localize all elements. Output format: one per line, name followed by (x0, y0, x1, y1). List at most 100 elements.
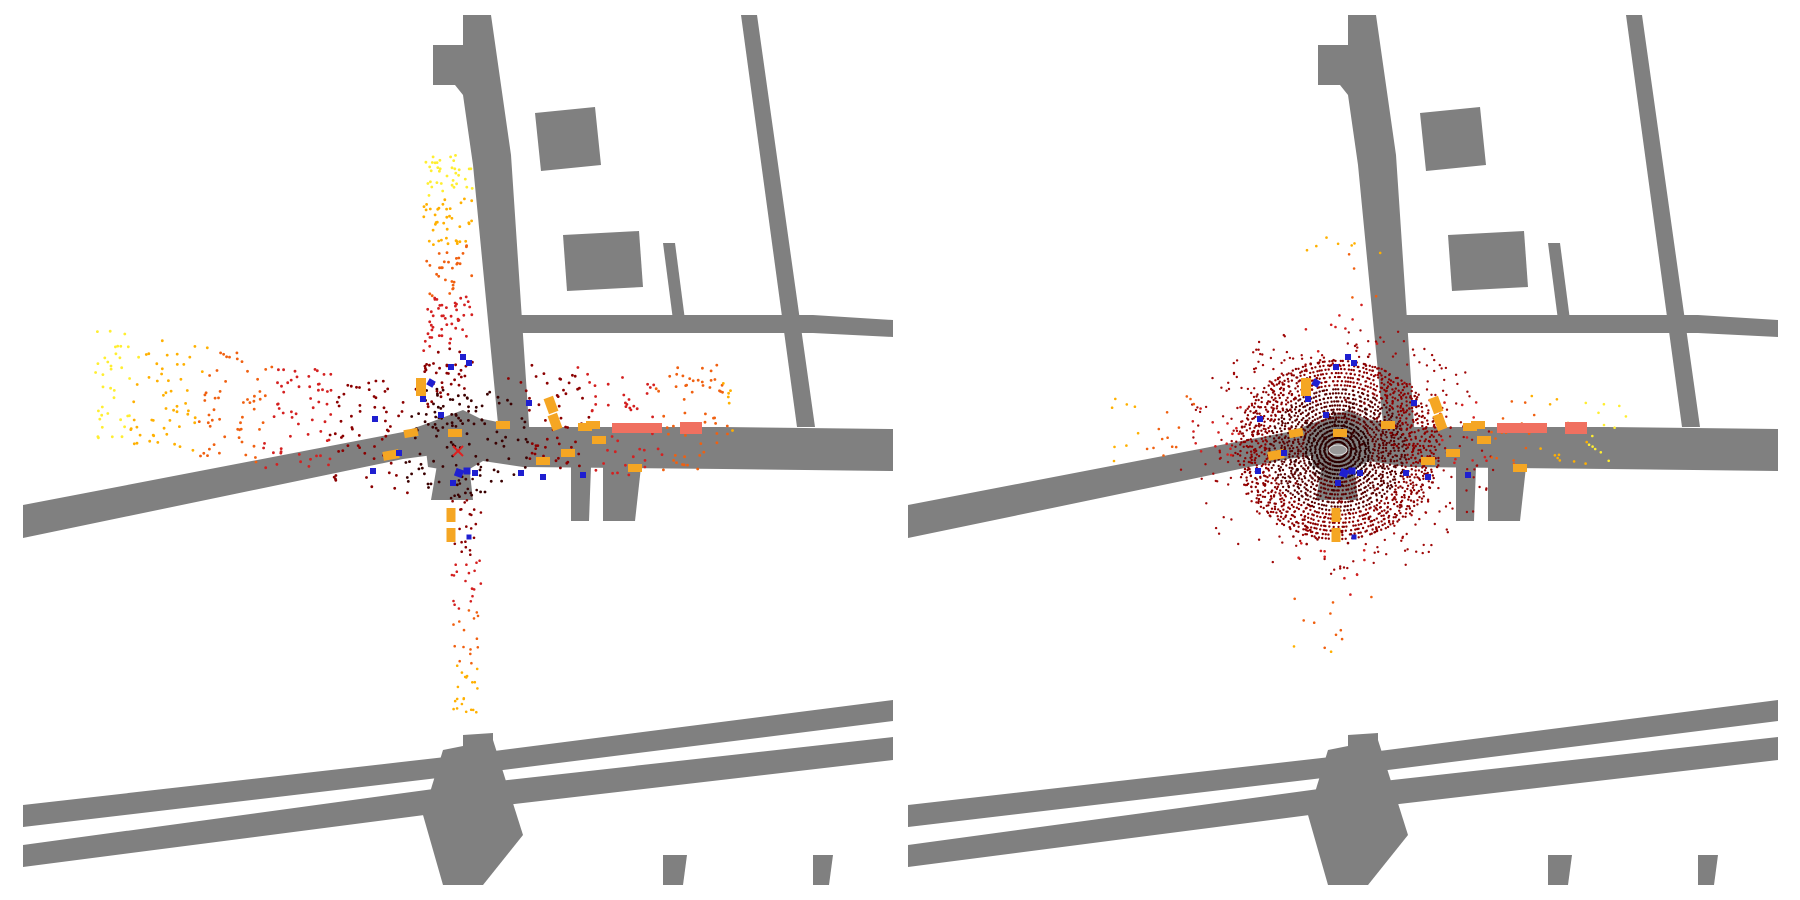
lidar-point (254, 460, 258, 464)
lidar-point (1397, 449, 1400, 452)
lidar-point (454, 171, 458, 175)
lidar-point (1433, 369, 1436, 373)
lidar-point (1396, 376, 1399, 380)
lidar-point (290, 410, 293, 414)
lidar-point (1295, 382, 1298, 385)
lidar-point (126, 345, 130, 349)
lidar-point (1392, 478, 1395, 481)
lidar-point (1318, 398, 1322, 402)
car-box (628, 464, 642, 472)
lidar-point (1293, 597, 1296, 601)
lidar-point (272, 415, 276, 418)
lidar-point (1309, 485, 1313, 489)
lidar-point (1290, 466, 1294, 470)
lidar-point (714, 422, 717, 425)
lidar-point (624, 463, 627, 467)
lidar-point (1344, 537, 1347, 540)
lidar-point (1387, 521, 1391, 524)
lidar-point (1422, 446, 1426, 450)
lidar-point (616, 439, 620, 443)
lidar-point (457, 372, 461, 376)
lidar-point (450, 421, 454, 425)
lidar-point (1340, 531, 1344, 534)
lidar-point (1385, 430, 1388, 434)
lidar-point (715, 441, 719, 445)
lidar-point (1366, 355, 1370, 359)
lidar-point (1266, 410, 1270, 413)
lidar-point (525, 456, 528, 460)
lidar-point (1314, 472, 1317, 475)
lidar-point (1268, 380, 1271, 383)
lidar-point (1274, 397, 1277, 400)
lidar-point (123, 425, 126, 429)
lidar-point (1357, 489, 1361, 492)
lidar-point (1618, 404, 1621, 408)
lidar-point (1279, 515, 1283, 518)
lidar-point (1253, 402, 1257, 405)
lidar-point (128, 377, 131, 380)
lidar-point (1277, 436, 1280, 440)
lidar-point (1321, 373, 1325, 376)
lidar-point (1351, 431, 1355, 434)
lidar-point (1357, 434, 1361, 437)
lidar-point (1313, 438, 1317, 442)
lidar-point (1423, 469, 1427, 472)
lidar-point (1250, 445, 1254, 448)
lidar-point (1312, 621, 1316, 624)
lidar-point (1254, 399, 1258, 402)
lidar-point (367, 381, 371, 385)
lidar-point (1366, 511, 1370, 515)
lidar-point (1321, 512, 1324, 515)
lidar-point (1395, 500, 1398, 504)
lidar-point (1385, 511, 1388, 515)
lidar-point (1350, 368, 1353, 372)
lidar-point (1393, 460, 1396, 463)
lidar-point (334, 477, 337, 481)
lidar-point (454, 304, 457, 308)
lidar-point (1362, 366, 1365, 370)
lidar-point (1347, 368, 1351, 371)
lidar-point (1408, 435, 1412, 438)
lidar-point (275, 463, 279, 466)
lidar-point (1392, 516, 1395, 519)
lidar-point (1309, 528, 1312, 532)
lidar-point (1322, 427, 1325, 431)
lidar-point (1252, 351, 1255, 354)
lidar-point (1328, 384, 1331, 387)
lidar-point (1361, 442, 1364, 446)
lidar-point (559, 466, 562, 470)
lidar-point (1282, 387, 1285, 391)
lidar-point (297, 422, 300, 426)
lidar-point (1377, 449, 1380, 452)
lidar-point (1375, 342, 1379, 345)
lidar-point (156, 441, 160, 444)
lidar-point (1374, 440, 1378, 443)
lidar-point (1412, 484, 1415, 487)
lidar-point (1300, 503, 1303, 507)
lidar-point (1311, 432, 1314, 435)
lidar-point (1319, 481, 1323, 485)
lidar-point (1257, 442, 1260, 445)
lidar-point (1310, 526, 1313, 529)
car-box (561, 449, 575, 457)
lidar-point (1399, 457, 1402, 461)
lidar-point (1251, 480, 1254, 484)
lidar-point (1275, 511, 1278, 514)
lidar-point (1291, 493, 1294, 496)
lidar-point (1408, 431, 1412, 435)
lidar-point (1394, 516, 1397, 519)
lidar-point (1133, 405, 1137, 409)
lidar-point (1413, 431, 1416, 434)
lidar-point (1361, 517, 1365, 521)
pedestrian-box (1345, 354, 1351, 360)
lidar-point (1377, 521, 1380, 524)
lidar-point (1261, 495, 1265, 498)
lidar-point (1410, 492, 1413, 496)
lidar-point (1347, 364, 1351, 367)
lidar-point (1261, 353, 1264, 356)
lidar-point (1308, 375, 1312, 379)
lidar-point (562, 388, 565, 392)
lidar-point (355, 385, 358, 389)
lidar-point (1418, 495, 1421, 499)
car-box (1288, 427, 1304, 439)
